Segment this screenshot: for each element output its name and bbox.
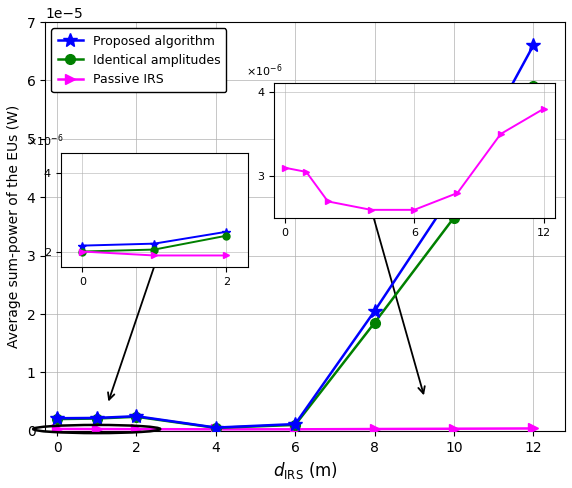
- Identical amplitudes: [371, 320, 378, 325]
- Identical amplitudes: [530, 83, 537, 89]
- Identical amplitudes: [54, 416, 61, 422]
- Passive IRS: [451, 426, 458, 432]
- Passive IRS: [93, 426, 100, 432]
- Proposed algorithm: [371, 308, 378, 314]
- Identical amplitudes: [133, 414, 140, 420]
- Proposed algorithm: [530, 42, 537, 48]
- Line: Proposed algorithm: Proposed algorithm: [50, 39, 540, 434]
- Y-axis label: Average sum-power of the EUs (W): Average sum-power of the EUs (W): [7, 105, 21, 348]
- Passive IRS: [133, 426, 140, 432]
- Identical amplitudes: [292, 422, 299, 428]
- Passive IRS: [292, 427, 299, 432]
- Passive IRS: [212, 427, 219, 432]
- Proposed algorithm: [212, 425, 219, 430]
- Passive IRS: [54, 426, 61, 432]
- Proposed algorithm: [93, 415, 100, 421]
- Identical amplitudes: [451, 215, 458, 221]
- Passive IRS: [530, 426, 537, 431]
- X-axis label: $d_{\mathrm{IRS}}$ (m): $d_{\mathrm{IRS}}$ (m): [273, 460, 337, 481]
- Proposed algorithm: [133, 413, 140, 419]
- Passive IRS: [371, 426, 378, 432]
- Proposed algorithm: [54, 415, 61, 421]
- Proposed algorithm: [292, 421, 299, 427]
- Line: Passive IRS: Passive IRS: [52, 424, 538, 434]
- Identical amplitudes: [93, 416, 100, 422]
- Proposed algorithm: [451, 188, 458, 194]
- Identical amplitudes: [212, 425, 219, 431]
- Legend: Proposed algorithm, Identical amplitudes, Passive IRS: Proposed algorithm, Identical amplitudes…: [51, 28, 227, 92]
- Line: Identical amplitudes: Identical amplitudes: [52, 81, 538, 433]
